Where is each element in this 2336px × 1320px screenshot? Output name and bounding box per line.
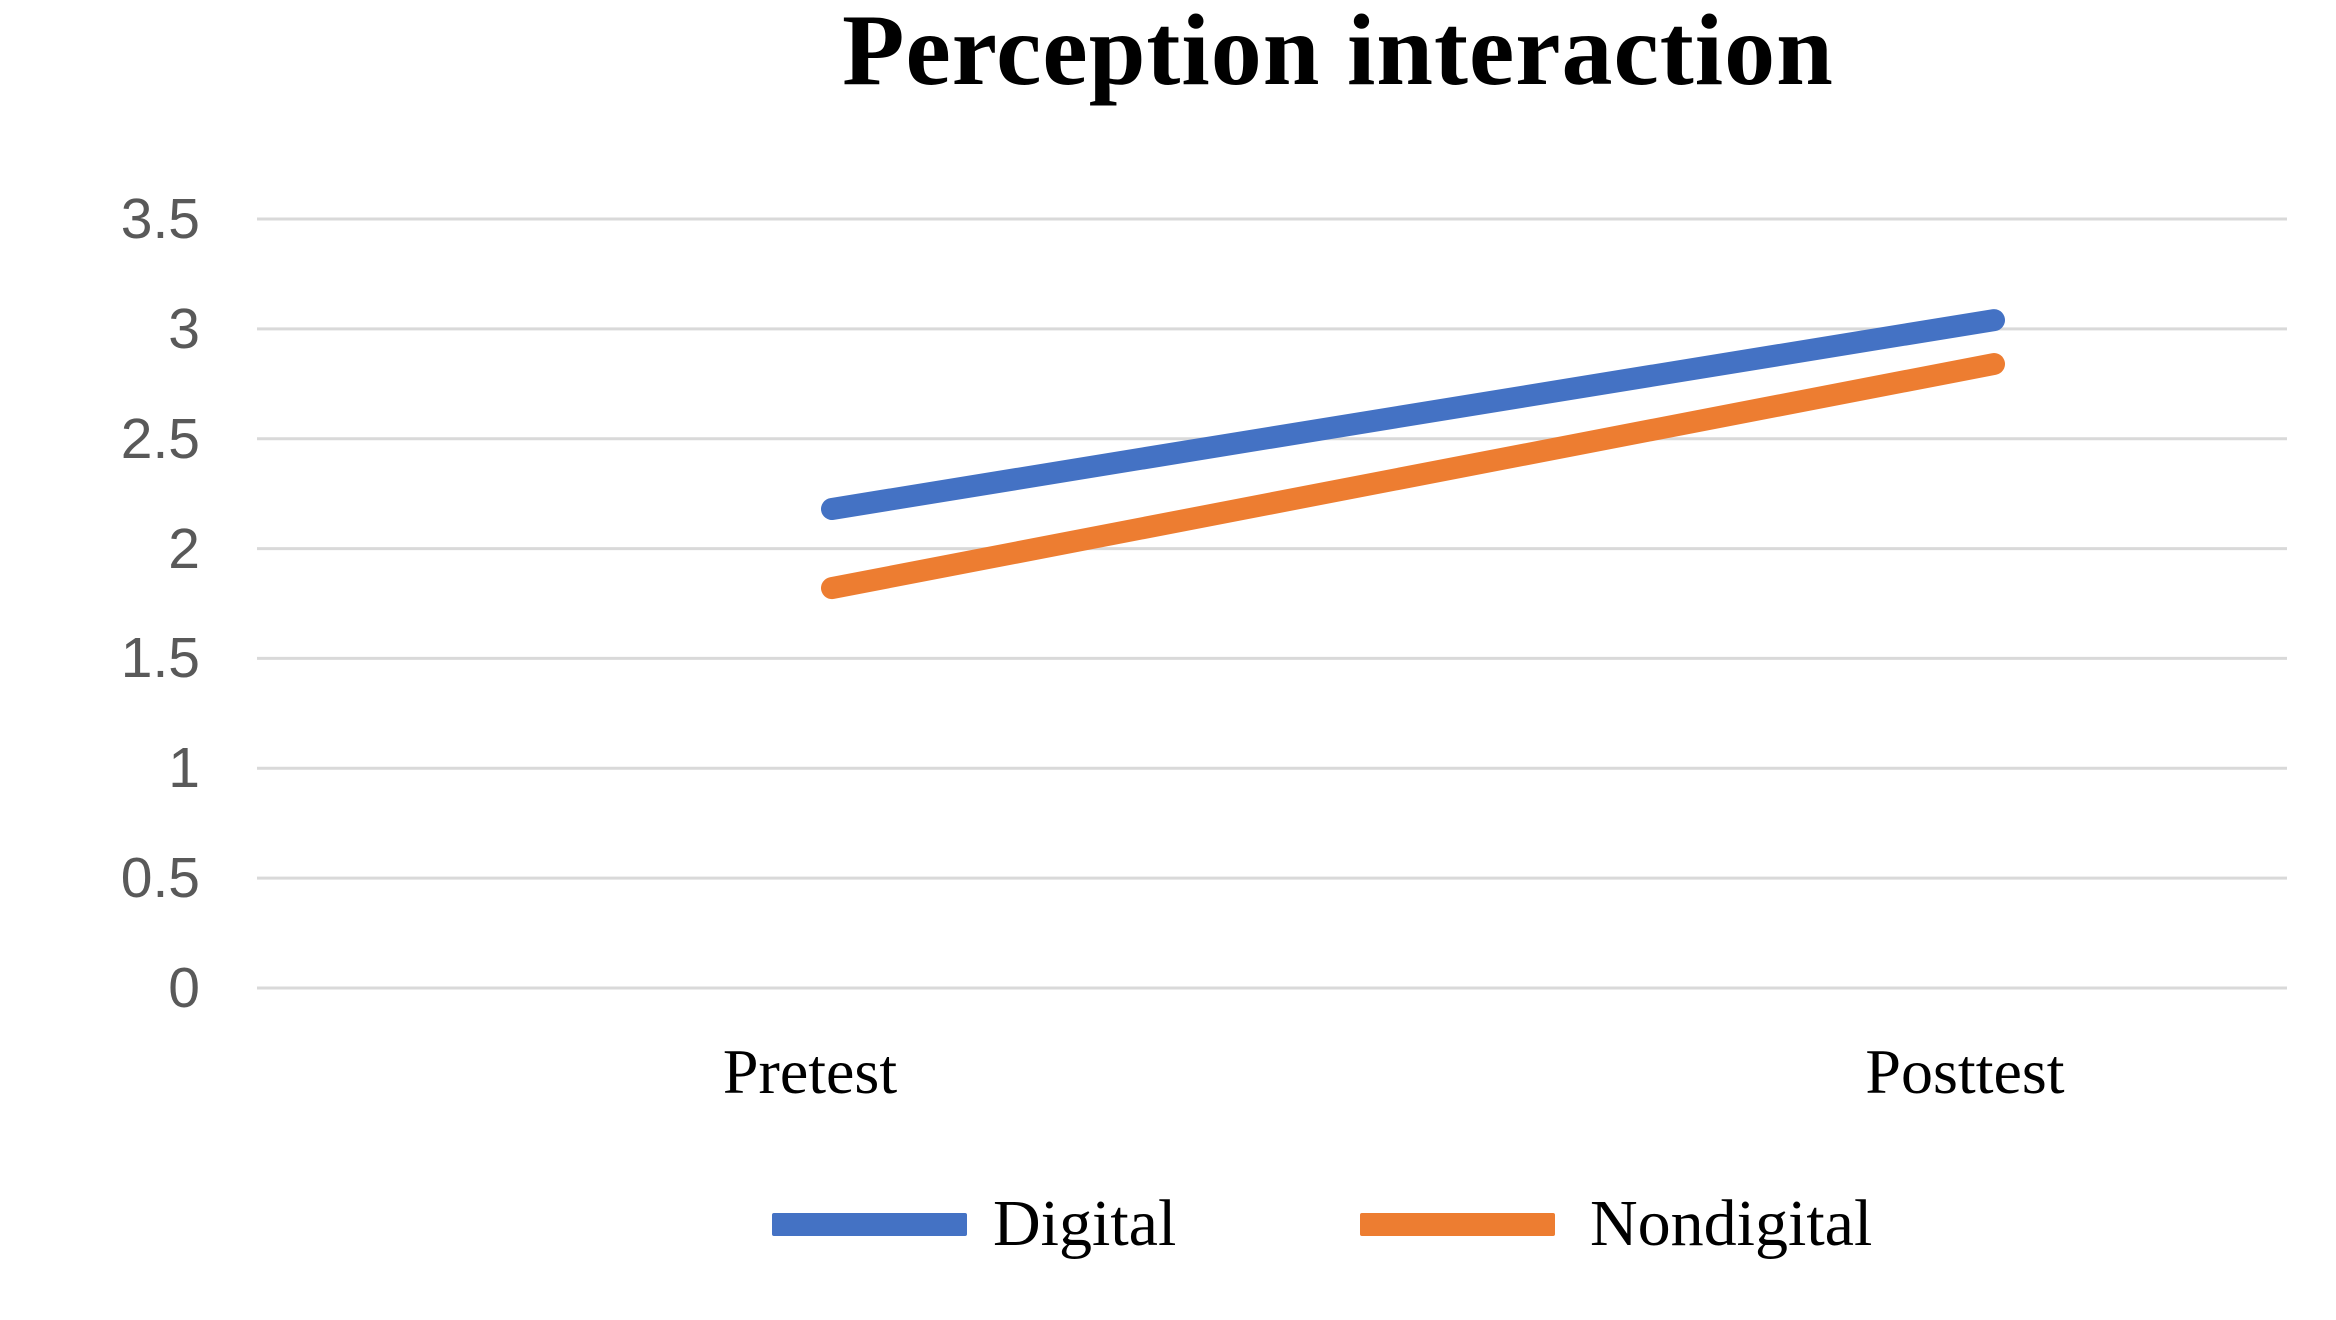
legend: Digital Nondigital <box>0 1184 2336 1274</box>
series-line-nondigital <box>821 353 2005 600</box>
digital-line-swatch-icon <box>772 1212 967 1236</box>
chart-title: Perception interaction <box>842 0 1834 107</box>
legend-item-digital: Digital <box>772 1184 1176 1264</box>
y-axis-tick-label: 1.5 <box>120 626 200 690</box>
y-axis-tick-label: 2.5 <box>120 407 200 471</box>
y-axis-tick-label: 0 <box>168 956 200 1020</box>
legend-label-nondigital: Nondigital <box>1590 1187 1873 1260</box>
series-line-digital <box>821 309 2005 520</box>
legend-label-digital: Digital <box>993 1187 1177 1260</box>
y-axis-tick-label: 0.5 <box>120 846 200 910</box>
y-axis-tick-label: 3.5 <box>120 187 200 251</box>
x-axis-label-posttest: Posttest <box>1865 1036 2065 1107</box>
nondigital-line-swatch-icon <box>1360 1212 1555 1236</box>
x-axis-label-pretest: Pretest <box>722 1036 898 1107</box>
y-axis-tick-label: 2 <box>168 517 200 581</box>
legend-item-nondigital: Nondigital <box>1360 1184 1872 1264</box>
y-axis-tick-label: 1 <box>168 736 200 800</box>
y-axis-tick-label: 3 <box>168 297 200 361</box>
